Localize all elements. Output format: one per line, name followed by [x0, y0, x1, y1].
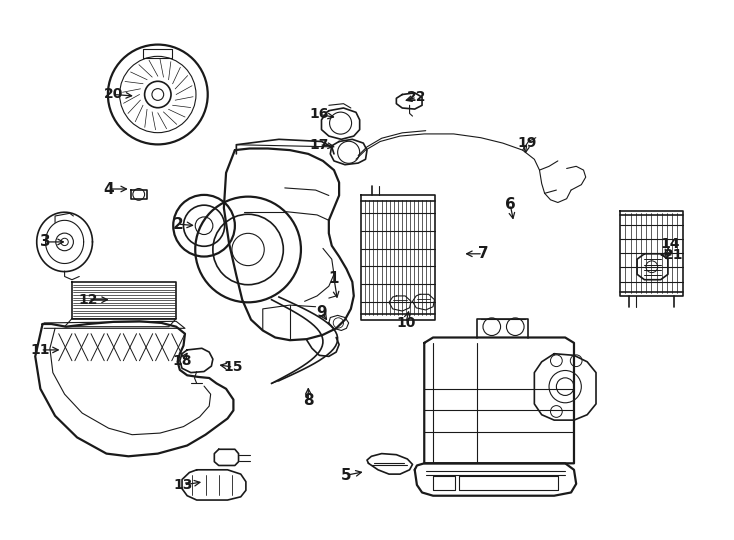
- Text: 16: 16: [310, 107, 329, 122]
- Text: 2: 2: [172, 217, 183, 232]
- Text: 14: 14: [661, 237, 680, 251]
- Text: 22: 22: [407, 90, 426, 104]
- Text: 8: 8: [303, 393, 313, 408]
- Text: 11: 11: [31, 343, 50, 357]
- Text: 17: 17: [310, 138, 329, 152]
- Text: 7: 7: [478, 246, 488, 261]
- Text: 6: 6: [505, 197, 515, 212]
- Text: 3: 3: [40, 234, 51, 249]
- Text: 5: 5: [341, 468, 352, 483]
- Text: 20: 20: [104, 87, 123, 102]
- Text: 4: 4: [103, 181, 114, 197]
- Text: 15: 15: [224, 360, 243, 374]
- Text: 10: 10: [396, 316, 415, 330]
- Text: 13: 13: [174, 478, 193, 492]
- Text: 12: 12: [79, 293, 98, 307]
- Text: 18: 18: [172, 354, 192, 368]
- Text: 21: 21: [664, 248, 683, 262]
- Text: 9: 9: [316, 305, 327, 320]
- Text: 1: 1: [329, 271, 339, 286]
- Text: 19: 19: [517, 136, 537, 150]
